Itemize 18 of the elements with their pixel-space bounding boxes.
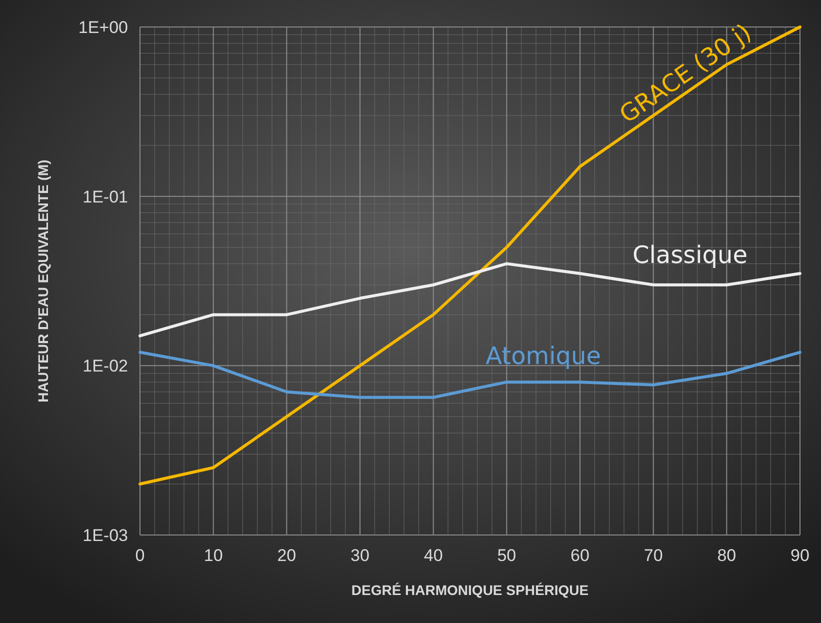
y-tick-label: 1E-02 xyxy=(82,356,128,376)
y-axis-title: HAUTEUR D'EAU EQUIVALENTE (M) xyxy=(35,160,51,402)
x-tick-label: 40 xyxy=(424,546,443,565)
series-label: Classique xyxy=(632,240,748,269)
series-label: Atomique xyxy=(486,342,602,370)
x-tick-label: 20 xyxy=(277,546,296,565)
x-tick-label: 70 xyxy=(644,546,663,565)
x-tick-label: 10 xyxy=(204,546,223,565)
x-tick-label: 30 xyxy=(350,546,370,565)
x-axis-title: DEGRÉ HARMONIQUE SPHÉRIQUE xyxy=(351,582,589,598)
y-tick-label: 1E+00 xyxy=(78,18,128,37)
x-tick-label: 90 xyxy=(790,546,810,565)
x-tick-label: 0 xyxy=(135,546,145,565)
x-tick-label: 50 xyxy=(497,546,516,565)
y-tick-label: 1E-01 xyxy=(82,187,128,206)
y-tick-label: 1E-03 xyxy=(82,526,128,545)
x-tick-label: 60 xyxy=(570,546,590,565)
x-tick-label: 80 xyxy=(717,546,736,565)
